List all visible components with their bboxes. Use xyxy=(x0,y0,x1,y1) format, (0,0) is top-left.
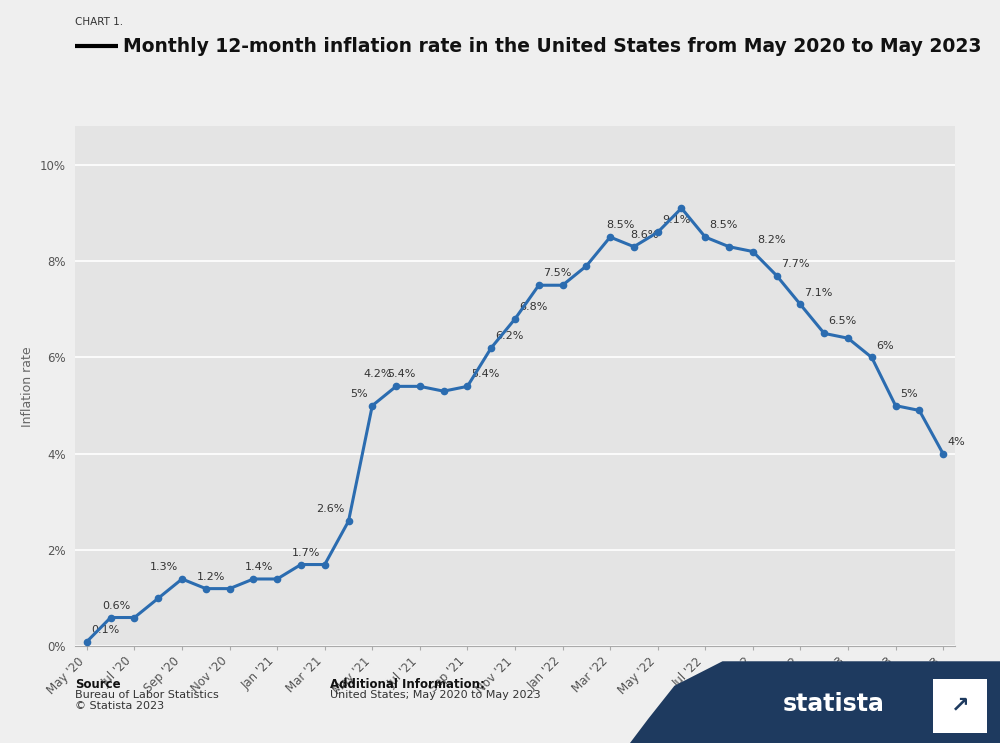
Text: 5.4%: 5.4% xyxy=(472,369,500,380)
Text: 7.1%: 7.1% xyxy=(805,288,833,297)
Text: 0.6%: 0.6% xyxy=(102,600,130,611)
Text: 7.5%: 7.5% xyxy=(543,268,571,279)
Text: 1.3%: 1.3% xyxy=(150,562,178,572)
Text: 6.2%: 6.2% xyxy=(495,331,524,341)
Text: 1.7%: 1.7% xyxy=(292,548,321,557)
Text: 6.8%: 6.8% xyxy=(519,302,548,312)
Text: 8.2%: 8.2% xyxy=(757,235,786,244)
Text: 1.4%: 1.4% xyxy=(245,562,273,572)
Text: CHART 1.: CHART 1. xyxy=(75,16,123,27)
Text: statista: statista xyxy=(783,692,884,716)
Text: Bureau of Labor Statistics: Bureau of Labor Statistics xyxy=(75,690,219,699)
Text: Monthly 12-month inflation rate in the United States from May 2020 to May 2023: Monthly 12-month inflation rate in the U… xyxy=(123,36,982,56)
Text: 7.7%: 7.7% xyxy=(781,259,809,269)
Text: 6.5%: 6.5% xyxy=(828,317,857,326)
Text: 8.6%: 8.6% xyxy=(630,230,658,240)
Text: © Statista 2023: © Statista 2023 xyxy=(75,701,164,710)
Text: 5.4%: 5.4% xyxy=(387,369,416,380)
Text: 5%: 5% xyxy=(900,389,917,399)
Text: 9.1%: 9.1% xyxy=(662,215,690,225)
Text: Source: Source xyxy=(75,678,121,690)
FancyBboxPatch shape xyxy=(933,679,987,733)
Text: 8.5%: 8.5% xyxy=(606,220,634,230)
Text: 2.6%: 2.6% xyxy=(316,504,344,514)
Text: United States; May 2020 to May 2023: United States; May 2020 to May 2023 xyxy=(330,690,541,699)
Text: 4.2%: 4.2% xyxy=(363,369,392,380)
Y-axis label: Inflation rate: Inflation rate xyxy=(21,346,34,426)
Polygon shape xyxy=(630,661,1000,743)
Text: 4%: 4% xyxy=(947,437,965,447)
Text: Additional Information:: Additional Information: xyxy=(330,678,485,690)
Text: 0.1%: 0.1% xyxy=(91,625,119,635)
Text: 6%: 6% xyxy=(876,340,894,351)
Text: 8.5%: 8.5% xyxy=(709,220,738,230)
Text: ↗: ↗ xyxy=(951,696,969,716)
Text: 5%: 5% xyxy=(351,389,368,399)
Text: 1.2%: 1.2% xyxy=(197,571,225,582)
